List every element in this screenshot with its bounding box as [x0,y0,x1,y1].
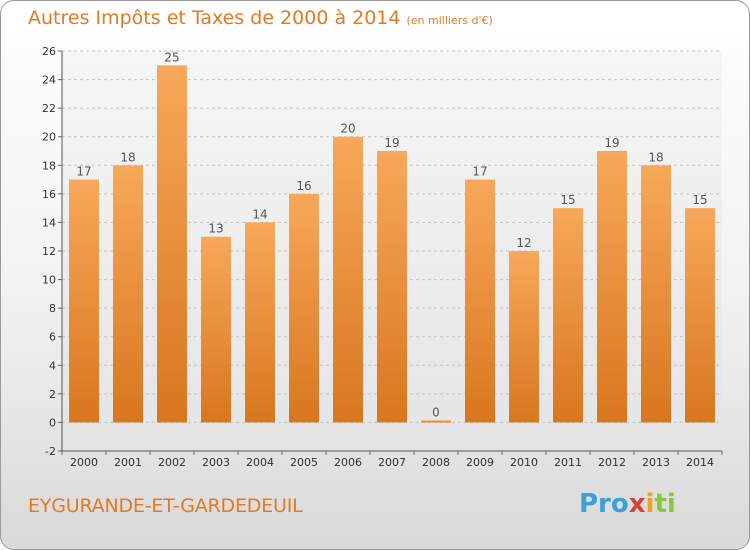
bar [597,151,627,423]
bar [465,179,495,423]
x-tick-label: 2006 [334,456,362,469]
y-tick-label: 18 [42,159,56,172]
y-tick-label: 14 [42,216,56,229]
data-label: 0 [432,405,440,419]
bar [421,420,451,423]
data-label: 14 [252,207,267,221]
data-label: 17 [76,165,91,179]
chart-title: Autres Impôts et Taxes de 2000 à 2014 (en… [28,7,493,29]
x-tick-label: 2002 [158,456,186,469]
x-tick-label: 2008 [422,456,450,469]
y-tick-label: 0 [49,416,56,429]
bar [685,208,715,423]
bar [553,208,583,423]
bar [157,65,187,423]
logo-part-2: x [628,489,646,519]
plot-area: -202468101214161820222426172000182001252… [42,45,723,469]
data-label: 20 [340,122,355,136]
y-tick-label: 12 [42,245,56,258]
data-label: 16 [296,179,311,193]
bar [509,251,539,423]
y-tick-label: 22 [42,102,56,115]
x-tick-label: 2010 [510,456,538,469]
x-tick-label: 2007 [378,456,406,469]
data-label: 19 [384,136,399,150]
bar [377,151,407,423]
bar [641,165,671,423]
bar [69,179,99,423]
bar [333,136,363,423]
chart-unit: (en milliers d'€) [406,14,493,27]
y-tick-label: -2 [45,445,56,458]
y-tick-label: 10 [42,274,56,287]
x-tick-label: 2005 [290,456,318,469]
x-tick-label: 2012 [598,456,626,469]
x-tick-label: 2013 [642,456,670,469]
data-label: 18 [120,150,135,164]
y-tick-label: 4 [49,359,56,372]
x-tick-label: 2004 [246,456,274,469]
logo-part-1: Pro [579,489,629,519]
chart-title-text: Autres Impôts et Taxes de 2000 à 2014 [28,7,401,29]
x-tick-label: 2014 [686,456,714,469]
x-tick-label: 2011 [554,456,582,469]
data-label: 25 [164,50,179,64]
data-label: 13 [208,222,223,236]
y-tick-label: 24 [42,74,56,87]
x-tick-label: 2001 [114,456,142,469]
commune-name: EYGURANDE-ET-GARDEDEUIL [28,495,303,517]
y-tick-label: 20 [42,131,56,144]
logo-part-3: i [645,489,655,519]
data-label: 15 [560,193,575,207]
data-label: 12 [516,236,531,250]
logo-part-4: ti [654,489,676,519]
data-label: 19 [604,136,619,150]
x-tick-label: 2000 [70,456,98,469]
x-tick-label: 2009 [466,456,494,469]
bar [201,236,231,423]
data-label: 15 [692,193,707,207]
data-label: 18 [648,150,663,164]
data-label: 17 [472,165,487,179]
bar [113,165,143,423]
x-tick-label: 2003 [202,456,230,469]
y-tick-label: 16 [42,188,56,201]
y-tick-label: 2 [49,388,56,401]
y-tick-label: 8 [49,302,56,315]
proxiti-logo[interactable]: Proxiti [579,489,676,519]
bar [245,222,275,423]
y-tick-label: 26 [42,45,56,58]
bar [289,193,319,423]
y-tick-label: 6 [49,331,56,344]
